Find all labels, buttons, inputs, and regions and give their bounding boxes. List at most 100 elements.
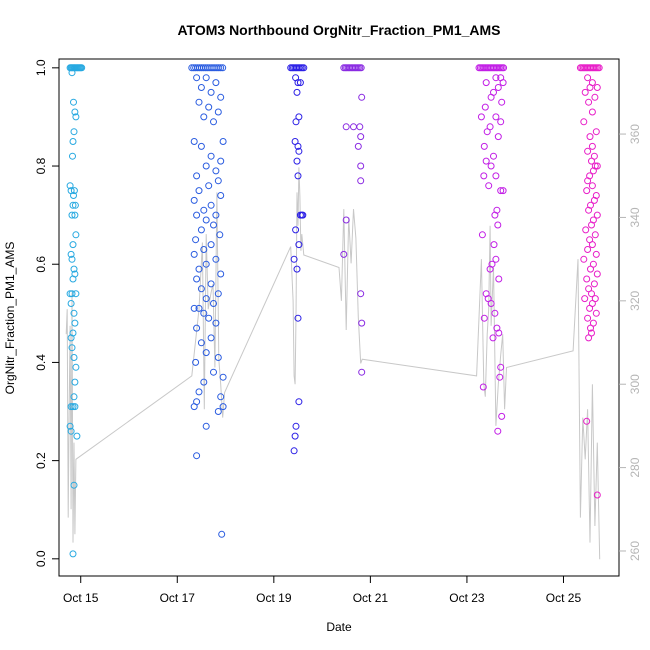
x-axis: Oct 15 Oct 17 Oct 19 Oct 21 Oct 23 Oct 25	[63, 576, 581, 605]
data-point	[69, 201, 77, 209]
y-tick-label: 1.0	[34, 59, 48, 76]
data-point	[595, 64, 603, 72]
data-point	[200, 246, 208, 253]
data-point	[586, 84, 594, 91]
data-point	[588, 241, 596, 249]
x-tick-label: Oct 25	[546, 591, 582, 605]
data-point	[69, 403, 77, 411]
data-point	[70, 187, 78, 195]
data-point	[584, 314, 592, 322]
data-point	[490, 241, 498, 249]
data-point	[357, 133, 365, 141]
data-point	[192, 358, 200, 366]
data-point	[588, 221, 595, 229]
data-point	[358, 368, 366, 376]
data-point	[584, 177, 592, 185]
data-point	[354, 142, 362, 150]
data-point	[480, 314, 488, 322]
data-point	[500, 64, 508, 72]
data-point	[214, 290, 222, 298]
data-point	[591, 231, 599, 239]
data-point	[589, 167, 597, 175]
data-point	[73, 432, 81, 440]
data-point	[485, 182, 493, 190]
data-point	[69, 275, 77, 283]
data-point	[70, 128, 78, 136]
data-point	[300, 64, 308, 72]
data-point	[295, 241, 303, 249]
data-point	[197, 84, 205, 91]
data-point	[193, 452, 201, 460]
data-point	[72, 363, 80, 371]
data-point	[214, 108, 222, 116]
data-point	[193, 211, 201, 219]
data-point	[215, 64, 223, 72]
data-point	[295, 398, 303, 406]
data-point	[214, 177, 222, 185]
y-tick-label: 0.8	[34, 157, 48, 174]
data-point	[78, 64, 86, 72]
data-point	[292, 226, 300, 234]
data-point	[487, 300, 495, 307]
x-tick-label: Oct 19	[256, 591, 292, 605]
data-point	[483, 128, 491, 136]
data-point	[482, 157, 490, 165]
data-point	[293, 265, 301, 273]
y-tick-label: 0.4	[34, 354, 48, 371]
x-tick-label: Oct 15	[63, 591, 99, 605]
data-point	[67, 250, 75, 258]
data-point	[70, 481, 78, 489]
data-point	[590, 196, 598, 204]
data-point	[340, 250, 348, 258]
data-point	[71, 108, 79, 116]
data-point	[481, 103, 489, 111]
data-point	[70, 393, 78, 401]
data-point	[210, 221, 217, 229]
data-point	[190, 138, 198, 145]
data-point	[195, 388, 203, 396]
data-point	[489, 334, 497, 342]
data-point	[202, 422, 210, 430]
data-point	[581, 295, 589, 303]
y-tick-label: 0.6	[34, 256, 48, 273]
data-point	[583, 187, 591, 195]
data-point	[66, 422, 74, 430]
data-point	[67, 427, 75, 435]
data-point	[219, 138, 227, 145]
y2-tick-label: 300	[628, 374, 642, 394]
data-point	[588, 290, 595, 298]
data-point	[588, 182, 596, 190]
data-point	[202, 162, 210, 170]
data-point	[197, 285, 205, 293]
data-point	[486, 265, 494, 273]
data-point	[214, 354, 222, 361]
data-point	[584, 246, 592, 253]
data-point	[293, 157, 301, 165]
data-point	[492, 172, 500, 180]
data-point	[292, 118, 300, 126]
x-axis-label: Date	[326, 620, 352, 634]
data-point	[581, 88, 589, 96]
data-point	[71, 201, 79, 209]
data-point	[217, 64, 225, 72]
data-point	[202, 349, 210, 357]
data-point	[593, 84, 601, 91]
data-point	[70, 192, 77, 199]
data-point	[585, 98, 593, 106]
data-point	[197, 226, 205, 234]
data-point	[205, 103, 213, 111]
data-point	[212, 319, 220, 327]
data-point	[217, 270, 225, 278]
data-point	[293, 88, 301, 96]
data-point	[491, 211, 499, 219]
data-point	[190, 304, 198, 312]
data-point	[210, 118, 217, 126]
data-point	[592, 250, 600, 258]
data-point	[499, 187, 507, 195]
data-point	[71, 211, 79, 219]
data-point	[480, 172, 488, 180]
data-point	[342, 216, 350, 224]
data-point	[492, 74, 500, 82]
data-point	[593, 270, 601, 278]
